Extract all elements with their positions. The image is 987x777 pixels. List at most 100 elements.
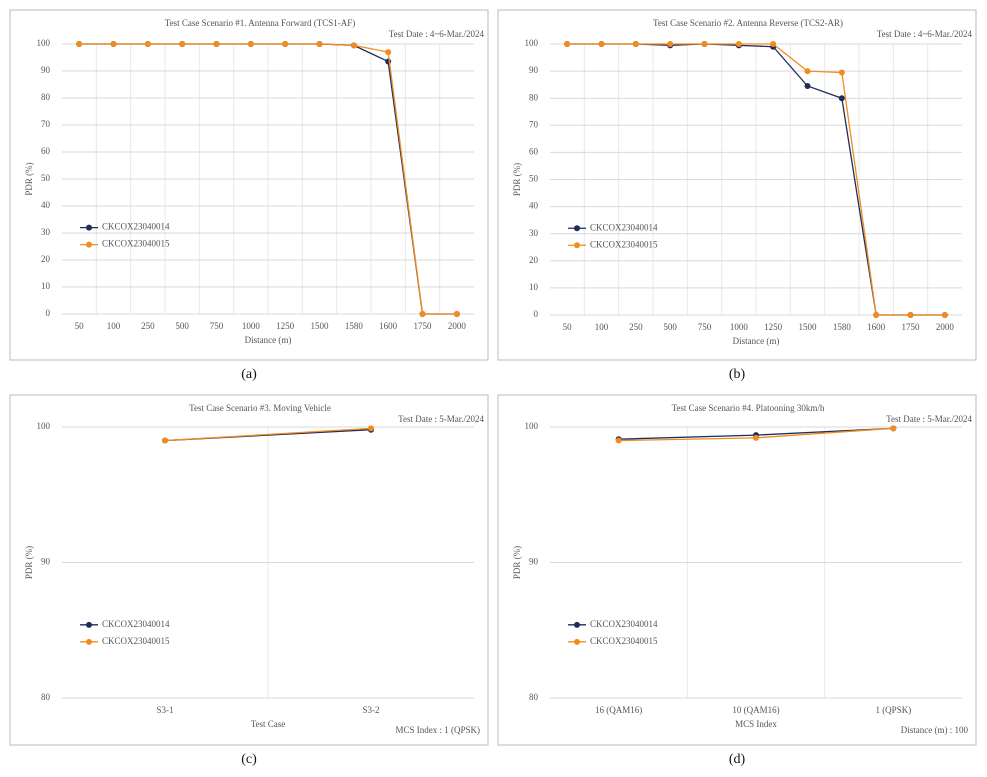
panel-border <box>497 394 977 746</box>
y-tick-label: 30 <box>41 227 51 237</box>
caption: (c) <box>241 752 257 767</box>
test-date: Test Date : 4~6-Mar./2024 <box>389 29 485 39</box>
point <box>667 41 674 47</box>
point <box>110 41 117 47</box>
y-tick-label: 10 <box>41 281 51 291</box>
x-tick-label: 1580 <box>345 321 364 331</box>
y-tick-label: 20 <box>529 255 539 265</box>
test-date: Test Date : 5-Mar./2024 <box>886 414 972 424</box>
point <box>247 41 254 47</box>
y-axis-label: PDR (%) <box>512 546 522 579</box>
caption: (b) <box>729 367 746 382</box>
y-axis-label: PDR (%) <box>24 162 34 195</box>
panel-border <box>9 394 489 746</box>
legend-label: CKCOX23040015 <box>102 239 170 249</box>
x-axis-label: Distance (m) <box>733 336 780 346</box>
panel-border <box>9 9 489 361</box>
point <box>735 41 742 47</box>
x-tick-label: 100 <box>107 321 121 331</box>
point <box>213 41 220 47</box>
y-tick-label: 60 <box>41 146 51 156</box>
y-tick-label: 80 <box>41 692 51 702</box>
point <box>350 42 357 49</box>
chart-title: Test Case Scenario #1. Antenna Forward (… <box>165 18 356 28</box>
x-tick-label: 10 (QAM16) <box>732 705 779 715</box>
legend-marker <box>574 638 580 645</box>
point <box>385 49 392 56</box>
x-axis-label: Test Case <box>251 719 286 729</box>
y-tick-label: 80 <box>529 92 539 102</box>
point <box>890 425 897 432</box>
point <box>838 95 845 102</box>
y-tick-label: 90 <box>529 557 539 567</box>
y-tick-label: 90 <box>529 65 539 75</box>
legend-label: CKCOX23040015 <box>590 636 658 646</box>
x-tick-label: 16 (QAM16) <box>595 705 642 715</box>
y-tick-label: 100 <box>525 38 539 48</box>
point <box>615 437 622 444</box>
note: Distance (m) : 100 <box>901 725 969 735</box>
y-tick-label: 100 <box>37 421 51 431</box>
y-tick-label: 90 <box>41 557 51 567</box>
panel-border <box>497 9 977 361</box>
point <box>632 41 639 47</box>
legend-marker <box>86 621 92 628</box>
point <box>753 434 759 441</box>
x-tick-label: 1600 <box>379 321 398 331</box>
point <box>162 437 168 444</box>
x-tick-label: 50 <box>563 322 573 332</box>
x-tick-label: 1500 <box>311 321 330 331</box>
caption: (a) <box>241 367 257 382</box>
series-line <box>567 43 945 316</box>
point <box>564 41 571 47</box>
point <box>368 425 374 432</box>
point <box>76 41 83 47</box>
legend-label: CKCOX23040015 <box>590 239 658 249</box>
x-tick-label: 1250 <box>276 321 295 331</box>
x-tick-label: 1750 <box>414 321 433 331</box>
point <box>598 41 605 47</box>
y-tick-label: 90 <box>41 65 51 75</box>
x-tick-label: S3-1 <box>156 705 173 715</box>
x-axis-label: Distance (m) <box>245 335 292 345</box>
x-tick-label: 1500 <box>799 322 818 332</box>
series-line <box>79 43 457 315</box>
x-tick-label: 100 <box>595 322 609 332</box>
chart-title: Test Case Scenario #3. Moving Vehicle <box>189 403 331 413</box>
point <box>282 41 289 47</box>
x-tick-label: 500 <box>663 322 677 332</box>
legend-marker <box>86 224 92 231</box>
x-tick-label: 1250 <box>764 322 783 332</box>
note: MCS Index : 1 (QPSK) <box>395 725 480 735</box>
chart-title: Test Case Scenario #4. Platooning 30km/h <box>672 403 825 413</box>
x-tick-label: 1600 <box>867 322 886 332</box>
y-tick-label: 10 <box>529 282 539 292</box>
y-tick-label: 100 <box>525 421 539 431</box>
point <box>316 41 323 47</box>
legend-marker <box>574 242 580 249</box>
y-tick-label: 50 <box>41 173 51 183</box>
x-tick-label: 250 <box>629 322 643 332</box>
test-date: Test Date : 4~6-Mar./2024 <box>877 29 973 39</box>
x-tick-label: 1000 <box>242 321 261 331</box>
x-tick-label: 1750 <box>902 322 921 332</box>
y-tick-label: 0 <box>46 308 51 318</box>
point <box>804 68 811 75</box>
y-tick-label: 70 <box>529 119 539 129</box>
point <box>770 41 777 47</box>
point <box>873 312 880 318</box>
point <box>941 312 948 318</box>
point <box>419 311 426 317</box>
legend-marker <box>86 241 92 248</box>
point <box>838 69 845 76</box>
legend-label: CKCOX23040014 <box>590 222 658 232</box>
legend-label: CKCOX23040014 <box>102 222 170 232</box>
point <box>144 41 151 47</box>
y-tick-label: 50 <box>529 174 539 184</box>
y-axis-label: PDR (%) <box>512 163 522 196</box>
x-tick-label: 1580 <box>833 322 852 332</box>
y-tick-label: 40 <box>41 200 51 210</box>
y-tick-label: 30 <box>529 228 539 238</box>
x-tick-label: 2000 <box>448 321 467 331</box>
x-axis-label: MCS Index <box>735 719 777 729</box>
